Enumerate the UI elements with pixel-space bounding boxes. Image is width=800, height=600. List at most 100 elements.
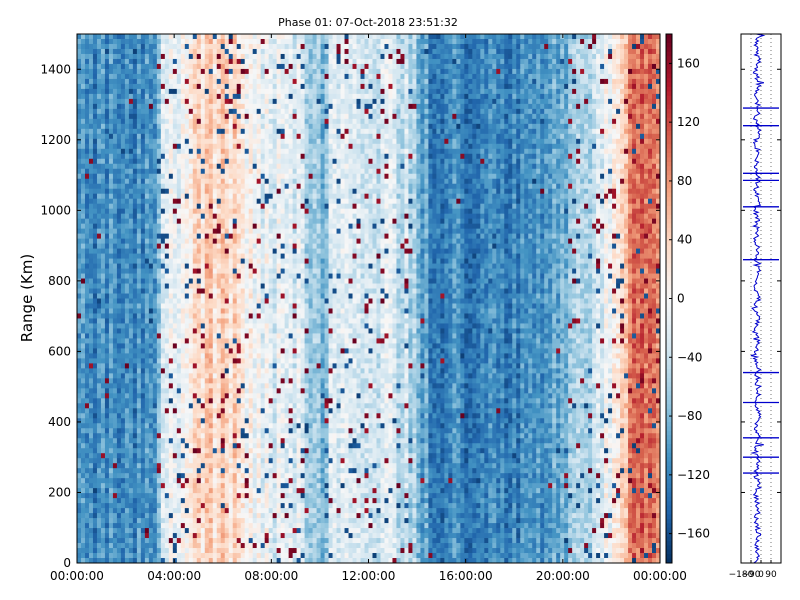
- heatmap-cell: [160, 158, 166, 165]
- heatmap-cell: [132, 68, 138, 75]
- heatmap-cell: [260, 218, 266, 225]
- heatmap-cell: [192, 208, 198, 215]
- heatmap-cell: [204, 448, 210, 454]
- heatmap-cell: [200, 403, 206, 409]
- heatmap-cell: [220, 178, 226, 185]
- heatmap-cell: [192, 238, 198, 244]
- heatmap-cell: [228, 378, 234, 384]
- heatmap-cell: [256, 103, 262, 110]
- heatmap-cell: [252, 433, 258, 439]
- heatmap-cell: [180, 243, 186, 249]
- heatmap-cell: [168, 363, 174, 369]
- heatmap-cell: [128, 163, 134, 170]
- heatmap-cell: [196, 183, 202, 190]
- heatmap-cell: [260, 203, 266, 210]
- heatmap-cell: [104, 463, 110, 469]
- heatmap-cell: [200, 133, 206, 140]
- heatmap-cell: [240, 533, 246, 539]
- heatmap-cell: [156, 63, 162, 70]
- heatmap-cell: [116, 218, 122, 225]
- heatmap-cell: [228, 358, 234, 364]
- heatmap-cell: [212, 118, 218, 125]
- heatmap-cell: [196, 208, 202, 215]
- heatmap-cell: [224, 338, 230, 344]
- heatmap-cell: [200, 68, 206, 75]
- heatmap-cell: [216, 493, 222, 499]
- heatmap-cell: [104, 198, 110, 205]
- heatmap-cell: [260, 553, 266, 559]
- heatmap-cell: [204, 198, 210, 205]
- heatmap-cell: [212, 48, 218, 55]
- heatmap-cell: [244, 473, 250, 479]
- heatmap-cell: [152, 138, 158, 145]
- heatmap-cell: [248, 133, 254, 140]
- heatmap-cell: [80, 283, 86, 289]
- heatmap-cell: [156, 278, 162, 284]
- heatmap-cell: [216, 383, 222, 389]
- heatmap-cell: [80, 53, 86, 60]
- heatmap-cell: [200, 338, 206, 344]
- heatmap-cell: [77, 143, 82, 150]
- heatmap-cell: [160, 103, 166, 110]
- heatmap-cell: [176, 48, 182, 55]
- heatmap-cell: [80, 133, 86, 140]
- heatmap-cell: [88, 243, 94, 249]
- heatmap-cell: [244, 293, 250, 299]
- heatmap-cell: [208, 388, 214, 394]
- heatmap-cell: [144, 378, 150, 384]
- heatmap-cell: [124, 213, 130, 220]
- heatmap-cell: [236, 303, 242, 309]
- heatmap-cell: [160, 293, 166, 299]
- heatmap-cell: [240, 203, 246, 210]
- heatmap-cell: [152, 293, 158, 299]
- heatmap-cell: [88, 58, 94, 65]
- heatmap-cell: [244, 73, 250, 80]
- heatmap-cell: [84, 218, 90, 225]
- heatmap-cell: [100, 468, 106, 474]
- heatmap-cell: [236, 138, 242, 145]
- heatmap-cell: [100, 553, 106, 559]
- heatmap-cell: [260, 323, 266, 329]
- heatmap-cell: [232, 543, 238, 549]
- heatmap-cell: [164, 158, 170, 165]
- heatmap-cell: [124, 163, 130, 170]
- heatmap-cell: [256, 448, 262, 454]
- heatmap-cell: [156, 283, 162, 289]
- heatmap-cell: [152, 223, 158, 230]
- heatmap-cell: [84, 273, 90, 279]
- heatmap-cell: [248, 158, 254, 165]
- heatmap-cell: [172, 193, 178, 200]
- heatmap-cell: [176, 278, 182, 284]
- heatmap-cell: [256, 488, 262, 494]
- heatmap-cell: [96, 183, 102, 190]
- heatmap-cell: [168, 438, 174, 444]
- heatmap-cell: [104, 323, 110, 329]
- heatmap-cell: [216, 248, 222, 254]
- heatmap-cell: [240, 78, 246, 85]
- heatmap-cell: [80, 48, 86, 55]
- heatmap-cell: [136, 198, 142, 205]
- heatmap-cell: [240, 253, 246, 259]
- heatmap-cell: [256, 388, 262, 394]
- heatmap-cell: [176, 543, 182, 549]
- heatmap-cell: [244, 453, 250, 459]
- heatmap-cell: [116, 163, 122, 170]
- heatmap-cell: [100, 163, 106, 170]
- heatmap-cell: [200, 228, 206, 235]
- heatmap-cell: [260, 443, 266, 449]
- heatmap-cell: [260, 423, 266, 429]
- heatmap-cell: [140, 493, 146, 499]
- heatmap-cell: [116, 58, 122, 65]
- heatmap-cell: [256, 463, 262, 469]
- heatmap-cell: [80, 323, 86, 329]
- heatmap-cell: [200, 488, 206, 494]
- heatmap-cell: [124, 558, 130, 564]
- heatmap-cell: [132, 383, 138, 389]
- heatmap-cell: [156, 463, 162, 469]
- heatmap-cell: [224, 368, 230, 374]
- heatmap-cell: [260, 488, 266, 494]
- heatmap-cell: [248, 468, 254, 474]
- heatmap-cell: [232, 203, 238, 210]
- heatmap-cell: [220, 238, 226, 244]
- heatmap-cell: [228, 73, 234, 80]
